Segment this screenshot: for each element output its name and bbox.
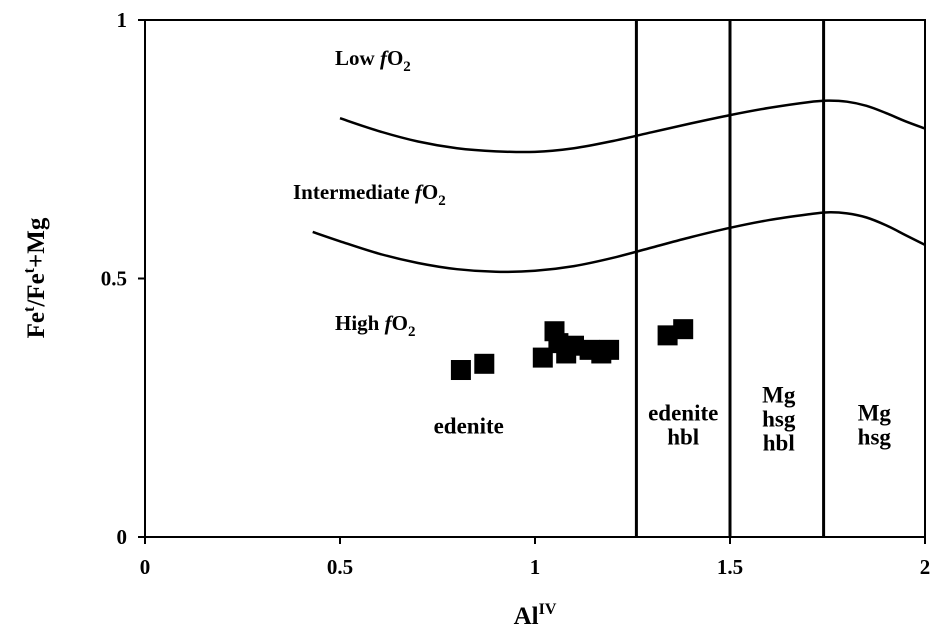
x-tick-label: 0: [140, 555, 151, 579]
boundary-curve-lower: [312, 211, 926, 274]
y-axis-title: Fet/Fet+Mg: [21, 217, 50, 338]
y-tick-label: 0: [117, 525, 128, 549]
x-tick-label: 1: [530, 555, 541, 579]
amphibole-field-label: Mg hsg hbl: [762, 383, 796, 456]
y-tick-labels: 00.51: [101, 8, 145, 549]
data-point: [474, 353, 495, 374]
x-axis-title: AlIV: [514, 601, 557, 630]
y-tick-label: 1: [117, 8, 128, 32]
data-point: [532, 347, 553, 368]
x-tick-label: 2: [920, 555, 931, 579]
x-tick-label: 0.5: [327, 555, 353, 579]
plot-border: [144, 19, 926, 538]
x-tick-label: 1.5: [717, 555, 743, 579]
boundary-curves: [312, 99, 926, 274]
amphibole-field-label: edenite hbl: [648, 401, 718, 450]
data-point: [673, 319, 694, 340]
amphibole-field-label: Mg hsg: [858, 401, 892, 450]
data-point: [564, 335, 584, 356]
fugacity-labels: Low fO2 Intermediate fO2 High fO2: [293, 46, 446, 340]
plot-frame: [144, 19, 926, 538]
x-tick-labels: 0 0.5 1 1.5 2: [140, 537, 931, 579]
amphibole-field-labels: edenite edenite hbl Mg hsg hbl Mg hsg: [434, 383, 892, 456]
amphibole-field-label: edenite: [434, 414, 504, 439]
fugacity-label: Intermediate fO2: [293, 180, 446, 209]
data-point: [657, 325, 678, 346]
fugacity-label: High fO2: [335, 311, 415, 340]
fugacity-label: Low fO2: [335, 46, 411, 75]
boundary-curve-upper: [339, 99, 926, 154]
data-point: [599, 339, 620, 360]
data-point: [450, 360, 471, 381]
data-points: [450, 319, 694, 381]
y-tick-label: 0.5: [101, 267, 127, 291]
field-boundaries: [634, 20, 826, 537]
